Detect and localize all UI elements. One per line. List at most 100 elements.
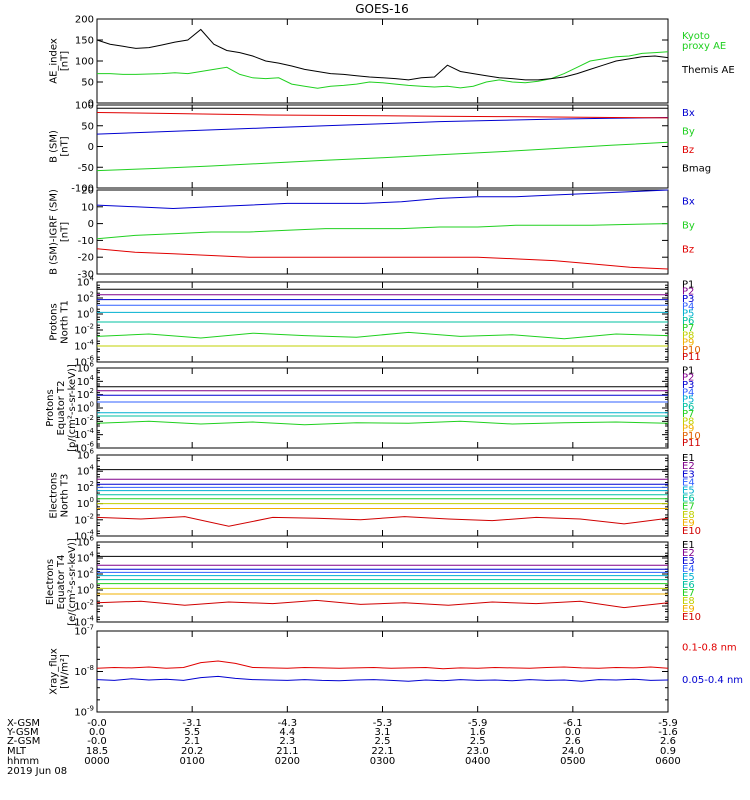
legend-entry: P3 [682, 380, 694, 391]
series-line-0-05-0-4-nm [96, 675, 669, 682]
y-tick-label: 104 [77, 275, 95, 289]
y-tick-label: 20 [81, 186, 94, 197]
legend-entry: Bz [682, 145, 694, 156]
y-tick-exponent: -6 [87, 355, 95, 363]
footer-cell: 0500 [560, 756, 585, 767]
legend-entry: E10 [682, 526, 701, 537]
y-axis-label: [W/m²] [60, 654, 71, 689]
series-line-0-1-0-8-nm [96, 660, 669, 670]
legend-line: P7 [682, 409, 694, 420]
footer-cell: 24.0 [562, 746, 584, 757]
legend-entry: E7 [682, 502, 695, 513]
footer-cell: 20.2 [181, 746, 203, 757]
y-axis-label: Xray_flux [49, 648, 60, 695]
y-tick-label: 106 [77, 448, 95, 462]
legend-entry: P11 [682, 352, 701, 363]
legend-entry: By [682, 127, 695, 138]
legend-line: P8 [682, 330, 694, 341]
y-tick-exponent: 4 [90, 551, 95, 559]
y-axis-label: B (SM) [49, 130, 60, 163]
legend-entry: E3 [682, 556, 695, 567]
footer-cell: 2.1 [184, 736, 200, 747]
y-tick-exponent: 4 [90, 464, 95, 472]
y-tick-label: 104 [77, 374, 95, 388]
legend-entry: E2 [682, 548, 695, 559]
footer-cell: 22.1 [371, 746, 393, 757]
y-axis-label: Electrons [49, 472, 60, 518]
legend-entry: P2 [682, 373, 694, 384]
legend-entry: P4 [682, 387, 694, 398]
series-line-by [96, 223, 669, 240]
legend-line: P10 [682, 431, 701, 442]
y-tick-label: 10-7 [74, 624, 94, 638]
footer-cell: 0300 [370, 756, 395, 767]
y-tick-exponent: -7 [87, 624, 94, 632]
y-tick-exponent: -6 [87, 441, 95, 449]
legend-line: P2 [682, 287, 694, 298]
y-tick-label: 100 [77, 583, 94, 597]
panel-8: 10-9 10-8 10-7 Xray_flux [W/m²] 0.1-0.8 nm 0.0… [49, 624, 744, 719]
legend-line: E9 [682, 518, 695, 529]
footer-cell: 0.9 [660, 746, 676, 757]
footer-cell: 3.1 [375, 727, 391, 738]
figure-title: GOES-16 [355, 2, 409, 16]
legend-line: P11 [682, 438, 701, 449]
footer-cell: -0.0 [87, 718, 107, 729]
legend-line: E8 [682, 510, 695, 521]
footer-cell: -3.1 [182, 718, 202, 729]
legend-line: P1 [682, 279, 694, 290]
panel-1: 0 50 100 150 200 AE_index [nT] Kyoto proxy AE The… [49, 15, 735, 110]
footer-cell: 21.1 [276, 746, 298, 757]
y-tick-label: -20 [78, 253, 94, 264]
y-tick-label: 10 [81, 202, 94, 213]
y-tick-exponent: -4 [87, 339, 95, 347]
legend-line: E5 [682, 572, 695, 583]
legend-line: E6 [682, 494, 695, 505]
legend-line: Themis AE [681, 65, 735, 76]
legend-entry: E9 [682, 604, 695, 615]
legend-entry: P10 [682, 345, 701, 356]
legend-entry: P4 [682, 301, 694, 312]
series-line-kyoto-proxy-ae [97, 51, 669, 89]
legend-line: P9 [682, 424, 694, 435]
y-axis-label: Equator T2 [56, 381, 67, 436]
y-axis-label: [e/(cm²-s-sr-keV)] [67, 538, 78, 626]
legend-entry: Kyoto proxy AE [682, 31, 726, 52]
legend-entry: E3 [682, 469, 695, 480]
y-tick-exponent: 2 [90, 567, 94, 575]
legend-entry: Themis AE [681, 65, 735, 76]
series-line-p7 [96, 331, 669, 340]
legend-line: E2 [682, 548, 695, 559]
legend-line: By [682, 220, 695, 231]
y-tick-label: 100 [77, 401, 94, 415]
footer-cell: 18.5 [86, 746, 108, 757]
legend-line: E7 [682, 502, 695, 513]
y-tick-label: -30 [78, 270, 94, 281]
footer-row-label: MLT [7, 746, 27, 757]
y-tick-label: -10 [78, 236, 94, 247]
legend-entry: Bz [682, 244, 694, 255]
series-line-by [96, 141, 669, 172]
legend-line: P4 [682, 301, 694, 312]
y-tick-exponent: -4 [87, 427, 95, 435]
y-tick-exponent: 0 [90, 496, 94, 504]
legend-entry: E2 [682, 461, 695, 472]
legend-entry: E7 [682, 588, 695, 599]
legend-line: P7 [682, 323, 694, 334]
footer-cell: 0200 [275, 756, 300, 767]
legend-entry: By [682, 220, 695, 231]
legend-entry: P5 [682, 395, 694, 406]
footer-cell: -6.1 [563, 718, 583, 729]
legend-line: P9 [682, 338, 694, 349]
footer-row-label: Z-GSM [7, 736, 40, 747]
y-tick-label: 50 [81, 78, 94, 89]
legend-entry: P6 [682, 316, 694, 327]
y-axis-label: Equator T4 [56, 555, 67, 610]
series-line-bz [96, 112, 669, 119]
legend-line: Bx [682, 196, 695, 207]
footer-cell: 4.4 [279, 727, 295, 738]
legend-entry: P7 [682, 409, 694, 420]
